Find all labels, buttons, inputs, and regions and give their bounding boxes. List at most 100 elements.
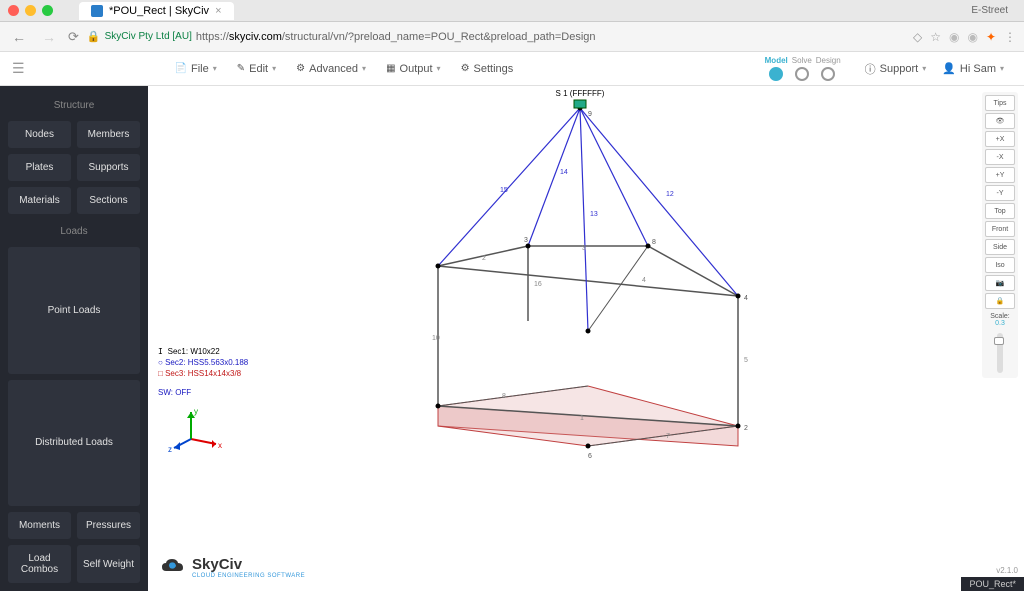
svg-text:12: 12 bbox=[666, 191, 674, 198]
svg-text:4: 4 bbox=[642, 277, 646, 284]
mode-solve[interactable]: Solve bbox=[792, 56, 812, 81]
support-menu[interactable]: ⓘSupport▾ bbox=[857, 57, 935, 81]
mode-design-icon bbox=[821, 67, 835, 81]
self-weight-button[interactable]: Self Weight bbox=[77, 545, 140, 583]
output-label: Output bbox=[400, 63, 433, 75]
mode-model-label: Model bbox=[765, 56, 788, 65]
svg-text:9: 9 bbox=[588, 111, 592, 118]
svg-text:7: 7 bbox=[666, 433, 670, 440]
tab-favicon-icon bbox=[91, 5, 103, 17]
qr-icon[interactable]: ◇ bbox=[913, 30, 922, 44]
file-menu[interactable]: 📄File▾ bbox=[165, 59, 227, 79]
mode-solve-label: Solve bbox=[792, 56, 812, 65]
nodes-button[interactable]: Nodes bbox=[8, 121, 71, 148]
structure-header: Structure bbox=[8, 94, 140, 115]
plates-button[interactable]: Plates bbox=[8, 154, 71, 181]
edit-label: Edit bbox=[249, 63, 268, 75]
reload-icon[interactable]: ⟳ bbox=[68, 29, 79, 45]
star-icon[interactable]: ☆ bbox=[930, 30, 941, 44]
url-domain: skyciv.com bbox=[229, 31, 282, 43]
view-mx-button[interactable]: -X bbox=[985, 149, 1015, 165]
logo: SkyCiv CLOUD ENGINEERING SOFTWARE bbox=[160, 556, 305, 579]
slider-thumb[interactable] bbox=[994, 337, 1004, 345]
svg-text:13: 13 bbox=[590, 211, 598, 218]
menu-icon[interactable]: ⋮ bbox=[1004, 30, 1016, 44]
section-legend: I Sec1: W10x22 ○ Sec2: HSS5.563x0.188 □ … bbox=[158, 346, 248, 380]
svg-text:y: y bbox=[194, 407, 198, 416]
axes-gizmo: x y z bbox=[166, 404, 226, 454]
view-top-button[interactable]: Top bbox=[985, 203, 1015, 219]
url-prefix: https:// bbox=[196, 31, 229, 43]
svg-text:1: 1 bbox=[580, 415, 584, 422]
load-combos-button[interactable]: Load Combos bbox=[8, 545, 71, 583]
chevron-down-icon: ▾ bbox=[213, 64, 217, 73]
model-svg: S 1 (FFFFFF) 9 2 4 8 3 6 1 7 8 10 5 3 4 … bbox=[148, 86, 1024, 591]
scale-slider[interactable] bbox=[997, 333, 1003, 373]
svg-text:15: 15 bbox=[500, 187, 508, 194]
view-my-button[interactable]: -Y bbox=[985, 185, 1015, 201]
supports-button[interactable]: Supports bbox=[77, 154, 140, 181]
view-py-button[interactable]: +Y bbox=[985, 167, 1015, 183]
svg-text:S 1 (FFFFFF): S 1 (FFFFFF) bbox=[556, 89, 605, 98]
mode-design[interactable]: Design bbox=[816, 56, 841, 81]
view-iso-button[interactable]: Iso bbox=[985, 257, 1015, 273]
loads-header: Loads bbox=[8, 220, 140, 241]
version-label: v2.1.0 bbox=[996, 566, 1018, 575]
svg-text:8: 8 bbox=[502, 393, 506, 400]
nav-forward-icon[interactable]: → bbox=[38, 29, 60, 45]
view-front-button[interactable]: Front bbox=[985, 221, 1015, 237]
tips-button[interactable]: Tips bbox=[985, 95, 1015, 111]
point-loads-button[interactable]: Point Loads bbox=[8, 247, 140, 374]
browser-tab[interactable]: *POU_Rect | SkyCiv × bbox=[79, 2, 234, 20]
lock-button[interactable]: 🔒 bbox=[985, 293, 1015, 309]
legend-sec3: Sec3: HSS14x14x3/8 bbox=[165, 369, 241, 378]
sections-button[interactable]: Sections bbox=[77, 187, 140, 214]
ext1-icon[interactable]: ◉ bbox=[949, 30, 959, 44]
svg-text:14: 14 bbox=[560, 169, 568, 176]
edit-icon: ✎ bbox=[237, 63, 245, 74]
materials-button[interactable]: Materials bbox=[8, 187, 71, 214]
svg-text:2: 2 bbox=[482, 255, 486, 262]
nav-back-icon[interactable]: ← bbox=[8, 29, 30, 45]
window-maximize-icon[interactable] bbox=[42, 5, 53, 16]
output-icon: ▦ bbox=[386, 63, 395, 74]
hamburger-icon[interactable]: ☰ bbox=[12, 60, 25, 77]
advanced-menu[interactable]: ⚙Advanced▾ bbox=[286, 59, 376, 79]
output-menu[interactable]: ▦Output▾ bbox=[376, 59, 451, 79]
chevron-down-icon: ▾ bbox=[362, 64, 366, 73]
logo-name: SkyCiv bbox=[192, 556, 305, 573]
url-bar: ← → ⟳ 🔒 SkyCiv Pty Ltd [AU] https://skyc… bbox=[0, 22, 1024, 52]
svg-text:z: z bbox=[168, 445, 172, 454]
ext3-icon[interactable]: ✦ bbox=[986, 30, 996, 44]
distributed-loads-button[interactable]: Distributed Loads bbox=[8, 380, 140, 507]
edit-menu[interactable]: ✎Edit▾ bbox=[227, 59, 286, 79]
url-field[interactable]: 🔒 SkyCiv Pty Ltd [AU] https://skyciv.com… bbox=[87, 30, 905, 43]
canvas[interactable]: S 1 (FFFFFF) 9 2 4 8 3 6 1 7 8 10 5 3 4 … bbox=[148, 86, 1024, 591]
visibility-button[interactable]: 👁 bbox=[985, 113, 1015, 129]
sidebar: Structure Nodes Members Plates Supports … bbox=[0, 86, 148, 591]
app-toolbar: ☰ 📄File▾ ✎Edit▾ ⚙Advanced▾ ▦Output▾ ⚙Set… bbox=[0, 52, 1024, 86]
ext2-icon[interactable]: ◉ bbox=[967, 30, 977, 44]
tab-close-icon[interactable]: × bbox=[215, 5, 221, 17]
mode-model-icon bbox=[769, 67, 783, 81]
window-minimize-icon[interactable] bbox=[25, 5, 36, 16]
screenshot-button[interactable]: 📷 bbox=[985, 275, 1015, 291]
view-px-button[interactable]: +X bbox=[985, 131, 1015, 147]
chevron-down-icon: ▾ bbox=[922, 64, 926, 73]
lock-icon: 🔒 bbox=[87, 30, 101, 43]
svg-text:3: 3 bbox=[582, 245, 586, 252]
mode-model[interactable]: Model bbox=[765, 56, 788, 81]
members-button[interactable]: Members bbox=[77, 121, 140, 148]
window-close-icon[interactable] bbox=[8, 5, 19, 16]
settings-label: Settings bbox=[474, 63, 514, 75]
mode-group: Model Solve Design bbox=[765, 56, 841, 81]
settings-menu[interactable]: ⚙Settings bbox=[451, 59, 524, 79]
svg-text:4: 4 bbox=[744, 295, 748, 302]
svg-text:8: 8 bbox=[652, 239, 656, 246]
pressures-button[interactable]: Pressures bbox=[77, 512, 140, 539]
moments-button[interactable]: Moments bbox=[8, 512, 71, 539]
profile-label[interactable]: E-Street bbox=[971, 5, 1016, 16]
view-side-button[interactable]: Side bbox=[985, 239, 1015, 255]
user-menu[interactable]: 👤Hi Sam▾ bbox=[934, 58, 1012, 79]
advanced-icon: ⚙ bbox=[296, 63, 305, 74]
